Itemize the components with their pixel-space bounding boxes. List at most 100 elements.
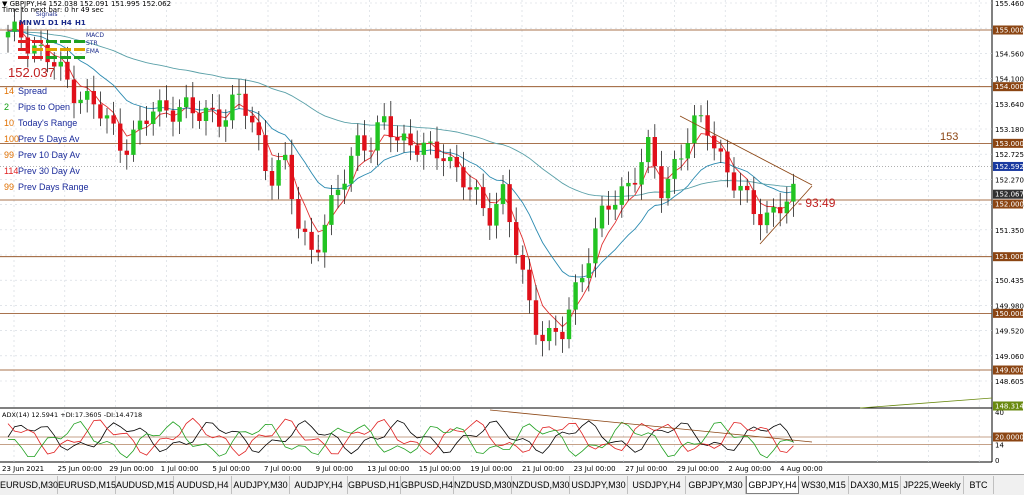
candle-body [65, 61, 70, 80]
candle-body [263, 135, 268, 172]
candle-body [19, 21, 24, 38]
chart-tab[interactable]: USDJPY,H4 [628, 476, 686, 494]
candle-body [494, 203, 499, 226]
chart-tab[interactable]: NZDUSD,M30 [454, 476, 512, 494]
stat-row: 114Prev 30 Day Av [4, 166, 80, 176]
price-axis-label: 152.725 [995, 151, 1024, 159]
candle-body [599, 205, 605, 229]
candle-body [243, 93, 248, 116]
price-tag-box [993, 189, 1023, 199]
signal-cell [60, 48, 71, 51]
price-axis-label: 155.460 [995, 0, 1024, 8]
candle-body [665, 178, 671, 199]
chart-tab[interactable]: AUDUSD,H4 [174, 476, 232, 494]
candle-body [111, 115, 116, 124]
horizontal-levels [0, 29, 992, 371]
signal-row [18, 30, 88, 48]
adx-line [7, 420, 794, 455]
signal-cell [60, 56, 71, 59]
candle-body [98, 104, 103, 119]
chart-tab[interactable]: WS30,M15 [799, 476, 849, 494]
signal-cell [18, 40, 29, 43]
candle-body [309, 231, 314, 250]
adx-label: ADX(14) 12.5941 +DI:17.3605 -DI:14.4718 [2, 411, 143, 419]
candle-body [5, 31, 11, 38]
stat-value: 2 [4, 102, 10, 112]
stat-value: 99 [4, 182, 15, 192]
chart-tab[interactable]: EURUSD,M15 [58, 476, 116, 494]
price-axis-label: 151.350 [995, 227, 1024, 235]
chart-tab[interactable]: NZDUSD,M30 [512, 476, 570, 494]
time-axis-label: 4 Aug 00:00 [780, 465, 823, 473]
time-axis-label: 25 Jun 00:00 [58, 465, 102, 473]
time-axis-label: 2 Aug 00:00 [728, 465, 771, 473]
candle-body [639, 162, 644, 185]
price-tag-text: 154.000 [995, 83, 1024, 91]
symbol-tab-bar: EURUSD,M30 EURUSD,M15 AUDUSD,M15 AUDUSD,H4 A… [0, 474, 1024, 495]
stat-row: 99 Prev Days Range [4, 182, 89, 192]
tf-h4: H4 [61, 19, 72, 27]
price-tag-text: 152.067 [995, 191, 1024, 199]
time-axis-label: 23 Jul 00:00 [574, 465, 616, 473]
signal-cell [46, 56, 57, 59]
candle-body [104, 115, 110, 119]
chart-tab[interactable]: GBPUSD,H1 [348, 476, 401, 494]
candle-body [712, 135, 717, 149]
signals-label: Signals [36, 11, 58, 18]
candle-body [428, 141, 433, 143]
chart-tab[interactable]: GBPJPY,M30 [686, 476, 746, 494]
candle-body [316, 249, 321, 253]
candle-body [547, 328, 552, 342]
candle-body [296, 199, 301, 229]
candle-body [415, 145, 420, 155]
chart-tab[interactable]: AUDJPY,H4 [290, 476, 348, 494]
chart-tab[interactable]: GBPUSD,H4 [401, 476, 454, 494]
bar-timer-line: Time to next bar: 0 hr 49 sec [2, 6, 104, 14]
signal-cell [60, 40, 71, 43]
chart-tab[interactable]: AUDJPY,M30 [232, 476, 290, 494]
candle-body [626, 182, 631, 187]
price-axis-label: 153.640 [995, 101, 1024, 109]
price-axis-label: 154.560 [995, 50, 1024, 58]
price-tag-box [993, 308, 1023, 318]
candle-body [190, 97, 195, 114]
chart-tab[interactable]: BTC [964, 476, 994, 494]
chart-tab[interactable]: USDJPY,M30 [570, 476, 628, 494]
chart-tab[interactable]: JP225,Weekly [901, 476, 964, 494]
stat-label: Prev 30 Day Av [18, 166, 80, 176]
candle-body [25, 37, 30, 54]
price-tag-text: 148.314 [995, 403, 1024, 411]
adx-indicator [0, 417, 992, 459]
candle-body [355, 135, 360, 156]
candle-body [652, 137, 657, 167]
candle-body [210, 107, 215, 110]
signal-cell [46, 48, 57, 51]
candle-body [203, 107, 209, 122]
candle-body [586, 263, 591, 279]
candle-body [85, 91, 90, 100]
chart-tab[interactable]: EURUSD,M30 [0, 476, 58, 494]
chart-tab[interactable]: DAX30,M15 [849, 476, 901, 494]
candle-body [731, 172, 737, 191]
candle-body [507, 184, 512, 223]
chart-tab[interactable]: AUDUSD,M15 [116, 476, 174, 494]
price-tag-box [993, 365, 1023, 375]
candle-body [461, 167, 466, 188]
time-axis-label: 15 Jul 00:00 [419, 465, 461, 473]
price-tag-text: 150.000 [995, 310, 1024, 318]
price-tag-box [993, 432, 1023, 442]
candle-body [269, 171, 275, 186]
candle-body [276, 160, 281, 186]
time-axis-label: 29 Jul 00:00 [677, 465, 719, 473]
candle-body [302, 228, 308, 232]
price-tag-text: 149.000 [995, 367, 1024, 375]
candle-body [230, 94, 235, 121]
price-axis-label: 149.980 [995, 302, 1024, 310]
candle-body [52, 62, 57, 67]
stat-label: Pips to Open [18, 102, 71, 112]
lower-trendline [759, 185, 813, 245]
candle-body [408, 133, 413, 146]
chart-tab[interactable]: GBPJPY,H4 [746, 476, 799, 494]
candle-body [164, 100, 169, 111]
